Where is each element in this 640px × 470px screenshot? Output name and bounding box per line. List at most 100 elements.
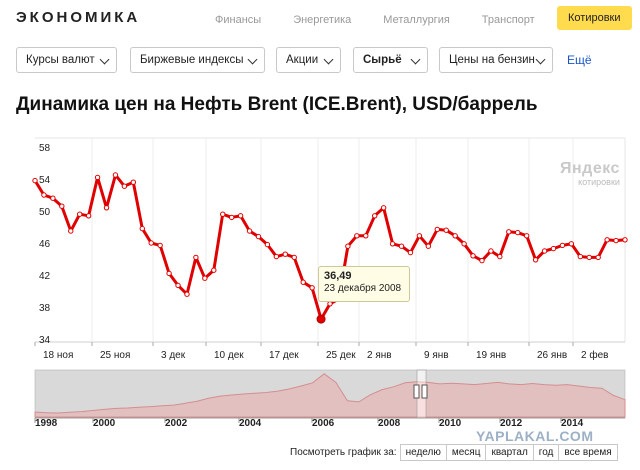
- chart-grid: [34, 137, 626, 346]
- section-nav: Финансы Энергетика Металлургия Транспорт…: [215, 6, 632, 32]
- commodities-dropdown[interactable]: Сырьё: [353, 47, 428, 73]
- price-chart[interactable]: 58 54 50 46 42 38 34 18 ноя 25 ноя 3 дек 10 дек 17…: [0, 130, 640, 362]
- navigator-mask-right: [426, 370, 625, 418]
- y-tick-label: 54: [39, 175, 51, 186]
- navigator-history-area: [34, 373, 626, 418]
- tooltip-date: 23 декабря 2008: [324, 283, 402, 294]
- data-point: [50, 195, 56, 201]
- y-tick-label: 38: [39, 303, 51, 314]
- fuel-prices-dropdown[interactable]: Цены на бензин: [439, 47, 553, 73]
- stock-indices-dropdown[interactable]: Биржевые индексы: [130, 47, 265, 73]
- data-point: [577, 253, 584, 260]
- period-year-button[interactable]: год: [532, 443, 560, 461]
- x-tick-label: 26 янв: [537, 350, 567, 361]
- data-point: [416, 233, 423, 239]
- chevron-down-icon: [410, 54, 421, 65]
- y-tick-label: 58: [39, 143, 51, 154]
- data-point: [613, 237, 619, 244]
- dropdown-label: Акции: [286, 54, 319, 66]
- data-point: [32, 177, 38, 184]
- period-all-time-button[interactable]: все время: [558, 443, 618, 461]
- x-tick-label: 2 фев: [581, 349, 608, 361]
- watermark-brand: Яндекс: [560, 160, 620, 177]
- category-filters: Курсы валют Биржевые индексы Акции Сырьё…: [0, 47, 640, 75]
- data-point: [479, 257, 485, 264]
- period-selector: Посмотреть график за: неделю месяц кварт…: [290, 443, 618, 461]
- navigator-year-label: 2002: [165, 418, 188, 427]
- data-point: [541, 248, 548, 254]
- data-point: [586, 254, 592, 261]
- data-point: [148, 240, 154, 246]
- data-point: [76, 211, 83, 217]
- data-point: [184, 291, 190, 297]
- data-point: [371, 213, 378, 219]
- y-tick-label: 50: [39, 207, 51, 218]
- data-point: [103, 205, 110, 211]
- nav-metallurgy[interactable]: Металлургия: [383, 14, 450, 26]
- data-point: [327, 301, 333, 307]
- data-point: [85, 213, 92, 219]
- nav-energy[interactable]: Энергетика: [293, 14, 352, 26]
- currency-rates-dropdown[interactable]: Курсы валют: [16, 47, 117, 73]
- data-point: [246, 228, 253, 234]
- chevron-down-icon: [99, 54, 110, 65]
- navigator-year-axis: 1998 2000 2002 2004 2006 2008 2010 2012 2014: [34, 418, 584, 427]
- data-point: [121, 183, 128, 189]
- data-point: [559, 242, 566, 249]
- dropdown-label: Цены на бензин: [449, 54, 535, 66]
- navigator-year-label: 2004: [239, 418, 262, 427]
- nav-quotes-tab[interactable]: Котировки: [557, 6, 632, 30]
- navigator-handle-right[interactable]: [421, 384, 428, 399]
- data-point: [220, 211, 226, 217]
- data-point: [389, 241, 396, 247]
- price-tooltip: 36,49 23 декабря 2008: [318, 266, 410, 302]
- data-point: [515, 229, 521, 236]
- top-navigation: ЭКОНОМИКА Финансы Энергетика Металлургия…: [0, 0, 640, 38]
- data-point: [354, 233, 360, 239]
- x-tick-label: 3 дек: [161, 350, 186, 361]
- x-axis: 18 ноя 25 ноя 3 дек 10 дек 17 дек 25 дек 2 янв…: [43, 349, 608, 361]
- data-point: [211, 267, 217, 273]
- nav-finance[interactable]: Финансы: [215, 14, 262, 26]
- data-point: [506, 229, 512, 235]
- data-point: [41, 192, 47, 198]
- navigator-year-label: 1998: [35, 418, 58, 427]
- data-point: [59, 203, 65, 209]
- data-point: [380, 205, 387, 211]
- data-point: [68, 228, 74, 234]
- data-point: [264, 241, 271, 248]
- more-link[interactable]: Ещё: [567, 53, 592, 67]
- watermark-caption: котировки: [578, 177, 620, 187]
- tooltip-value: 36,49: [324, 270, 352, 282]
- data-point: [202, 275, 208, 281]
- navigator-year-label: 2000: [93, 418, 116, 427]
- x-tick-label: 10 дек: [214, 350, 244, 361]
- stocks-dropdown[interactable]: Акции: [276, 47, 341, 73]
- data-point: [425, 243, 432, 249]
- navigator-year-label: 2012: [500, 418, 523, 427]
- chevron-down-icon: [535, 54, 546, 65]
- navigator-handle-left[interactable]: [413, 384, 420, 399]
- yaplakal-watermark: YAPLAKAL.COM: [476, 428, 594, 444]
- x-tick-label: 18 ноя: [43, 350, 73, 361]
- range-navigator[interactable]: 1998 2000 2002 2004 2006 2008 2010 2012 2014: [0, 365, 640, 427]
- period-month-button[interactable]: месяц: [445, 443, 487, 461]
- y-tick-label: 42: [39, 271, 51, 282]
- data-point: [273, 253, 280, 260]
- nav-transport[interactable]: Транспорт: [481, 14, 535, 26]
- data-point: [604, 237, 610, 243]
- data-point: [470, 253, 476, 259]
- chevron-down-icon: [323, 54, 334, 65]
- data-point: [363, 233, 369, 239]
- data-point: [139, 225, 145, 232]
- y-tick-label: 46: [39, 239, 51, 250]
- data-point: [461, 241, 467, 247]
- period-selector-label: Посмотреть график за:: [290, 446, 397, 458]
- period-week-button[interactable]: неделю: [399, 443, 447, 461]
- data-point: [523, 233, 530, 239]
- site-logo[interactable]: ЭКОНОМИКА: [16, 9, 141, 26]
- navigator-mask-left: [35, 370, 417, 418]
- data-point: [345, 243, 351, 249]
- period-quarter-button[interactable]: квартал: [485, 443, 534, 461]
- data-point: [255, 233, 262, 240]
